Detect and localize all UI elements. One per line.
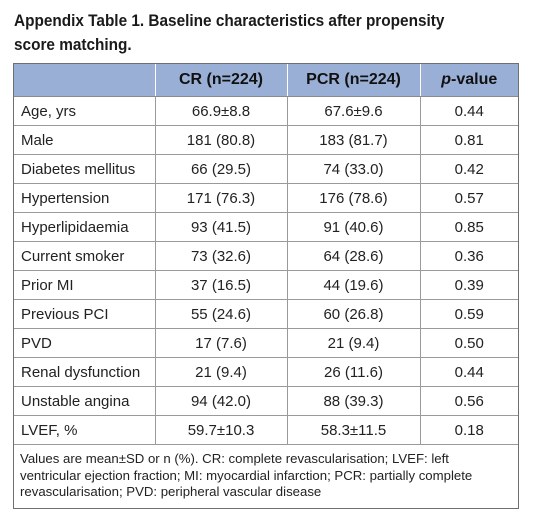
- table-body: Age, yrs 66.9±8.8 67.6±9.6 0.44 Male 181 (80.…: [14, 96, 518, 444]
- row-label-cell: PVD: [14, 328, 156, 358]
- cr-value-cell: 55 (24.6): [155, 299, 288, 329]
- header-p-value-column: p-value: [420, 64, 518, 97]
- cr-value-cell: 66 (29.5): [155, 154, 288, 184]
- table-row: Previous PCI 55 (24.6) 60 (26.8) 0.59: [14, 299, 518, 329]
- header-pcr-column: PCR (n=224): [287, 64, 421, 97]
- p-value-cell: 0.44: [454, 102, 484, 120]
- table-footnote: Values are mean±SD or n (%). CR: complet…: [14, 444, 518, 508]
- table-frame: CR (n=224) PCR (n=224) p-value Age, yrs 6…: [13, 63, 519, 509]
- row-label-cell: Current smoker: [14, 241, 156, 271]
- pcr-value-cell: 64 (28.6): [287, 241, 421, 271]
- pcr-value-cell: 58.3±11.5: [287, 415, 421, 444]
- pcr-value-cell: 26 (11.6): [287, 357, 421, 387]
- p-value-cell: 0.36: [420, 241, 518, 271]
- table-row: PVD 17 (7.6) 21 (9.4) 0.50: [14, 328, 518, 358]
- baseline-characteristics-table: CR (n=224) PCR (n=224) p-value Age, yrs 6…: [14, 64, 518, 444]
- table-caption: Appendix Table 1. Baseline characteristi…: [14, 12, 445, 54]
- pcr-value-cell: 74 (33.0): [287, 154, 421, 184]
- row-label-cell: Age, yrs: [14, 96, 156, 126]
- row-label-cell: Diabetes mellitus: [14, 154, 156, 184]
- table-row: Age, yrs 66.9±8.8 67.6±9.6 0.44: [14, 96, 518, 126]
- table-row: Prior MI 37 (16.5) 44 (19.6) 0.39: [14, 270, 518, 300]
- pcr-value-cell: 44 (19.6): [287, 270, 421, 300]
- p-value-cell: 0.56: [420, 386, 518, 416]
- p-value-cell: 0.44: [420, 357, 518, 387]
- pcr-value-cell: 88 (39.3): [287, 386, 421, 416]
- table-row: Current smoker 73 (32.6) 64 (28.6) 0.36: [14, 241, 518, 271]
- pcr-value-cell: 91 (40.6): [287, 212, 421, 242]
- table-row: Renal dysfunction 21 (9.4) 26 (11.6) 0.44: [14, 357, 518, 387]
- header-p-suffix: -value: [451, 71, 498, 88]
- p-value-cell: 0.50: [420, 328, 518, 358]
- cr-value-cell: 171 (76.3): [155, 183, 288, 213]
- p-value-cell: 0.59: [420, 299, 518, 329]
- pcr-value-cell: 60 (26.8): [287, 299, 421, 329]
- table-row: LVEF, % 59.7±10.3 58.3±11.5 0.18: [14, 415, 518, 444]
- header-label-column: [14, 64, 156, 97]
- table-row: Hypertension 171 (76.3) 176 (78.6) 0.57: [14, 183, 518, 213]
- table-row: Unstable angina 94 (42.0) 88 (39.3) 0.56: [14, 386, 518, 416]
- pcr-value-cell: 67.6±9.6: [287, 96, 421, 126]
- table-row: Male 181 (80.8) 183 (81.7) 0.81: [14, 125, 518, 155]
- row-label-cell: Prior MI: [14, 270, 156, 300]
- row-label-cell: Hyperlipidaemia: [14, 212, 156, 242]
- table-row: Diabetes mellitus 66 (29.5) 74 (33.0) 0.42: [14, 154, 518, 184]
- pcr-value-cell: 176 (78.6): [287, 183, 421, 213]
- row-label-cell: Renal dysfunction: [14, 357, 156, 387]
- cr-value-cell: 17 (7.6): [155, 328, 288, 358]
- p-value-cell: 0.81: [420, 125, 518, 155]
- row-label-cell: Male: [14, 125, 156, 155]
- header-row: CR (n=224) PCR (n=224) p-value: [14, 64, 518, 97]
- p-value-cell: 0.42: [420, 154, 518, 184]
- cr-value-cell: 94 (42.0): [155, 386, 288, 416]
- cr-value-cell: 73 (32.6): [155, 241, 288, 271]
- p-value-cell: 0.18: [420, 415, 518, 444]
- cr-value-cell: 59.7±10.3: [155, 415, 288, 444]
- p-value-cell: 0.39: [420, 270, 518, 300]
- pcr-value-cell: 183 (81.7): [287, 125, 421, 155]
- cr-value-cell: 66.9±8.8: [155, 96, 288, 126]
- row-label-cell: Previous PCI: [14, 299, 156, 329]
- row-label-cell: Hypertension: [14, 183, 156, 213]
- p-value-cell: 0.85: [420, 212, 518, 242]
- table-row: Hyperlipidaemia 93 (41.5) 91 (40.6) 0.85: [14, 212, 518, 242]
- table-header: CR (n=224) PCR (n=224) p-value: [14, 64, 518, 97]
- p-value-cell: 0.57: [420, 183, 518, 213]
- cr-value-cell: 21 (9.4): [155, 357, 288, 387]
- pcr-value-cell: 21 (9.4): [287, 328, 421, 358]
- header-cr-column: CR (n=224): [155, 64, 288, 97]
- cr-value-cell: 93 (41.5): [155, 212, 288, 242]
- header-p-italic: p: [441, 71, 452, 88]
- row-label-cell: Unstable angina: [14, 386, 156, 416]
- cr-value-cell: 37 (16.5): [155, 270, 288, 300]
- cr-value-cell: 181 (80.8): [155, 125, 288, 155]
- row-label-cell: LVEF, %: [14, 415, 156, 444]
